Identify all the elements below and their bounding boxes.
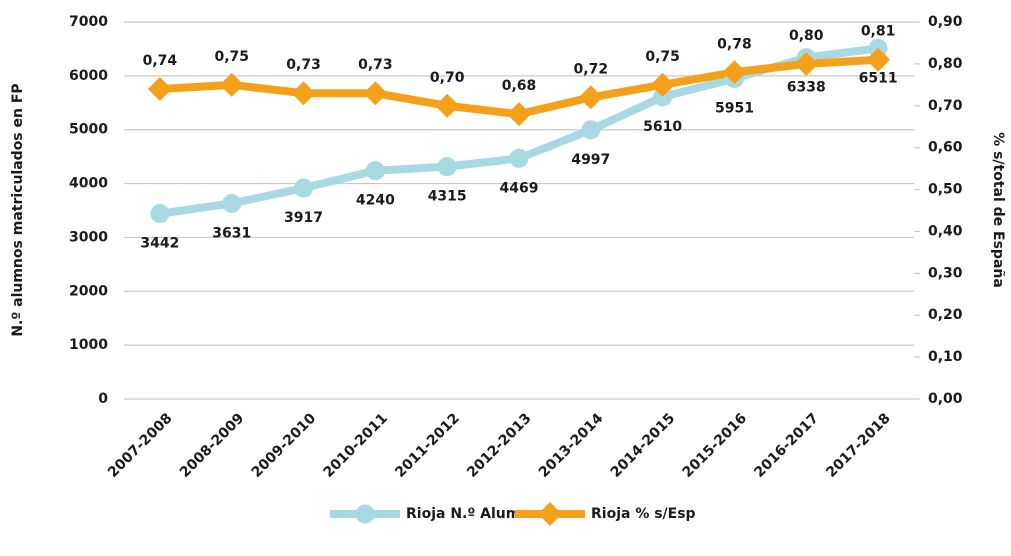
data-label: 6511: [859, 70, 898, 86]
data-point: [866, 47, 891, 72]
data-label: 0,70: [430, 70, 465, 86]
data-point: [294, 178, 314, 198]
data-label: 0,74: [143, 53, 178, 69]
y-tick-label: 6000: [69, 68, 108, 84]
y-tick-label: 2000: [69, 283, 108, 299]
legend-marker: [355, 504, 375, 524]
y-tick-label: 3000: [69, 229, 108, 245]
data-label: 5610: [643, 119, 682, 135]
data-point: [147, 77, 172, 102]
legend-label: Rioja % s/Esp: [591, 506, 696, 522]
y-tick-label: 5000: [69, 122, 108, 138]
data-point: [507, 102, 531, 127]
data-label: 4997: [571, 152, 610, 168]
x-tick-label: 2014-2015: [608, 410, 679, 481]
y2-tick-label: 0,40: [928, 223, 963, 239]
data-label: 0,81: [861, 24, 896, 40]
x-tick-label: 2012-2013: [464, 410, 535, 481]
x-tick-label: 2017-2018: [823, 410, 894, 481]
data-point: [722, 60, 747, 85]
y-tick-label: 7000: [69, 14, 108, 30]
data-point: [653, 87, 673, 107]
data-point: [509, 148, 529, 168]
legend-label: Rioja N.º Alumnos: [406, 506, 548, 522]
y2-tick-label: 0,60: [928, 140, 963, 156]
data-label: 3917: [284, 210, 323, 226]
data-label: 5951: [715, 100, 754, 116]
y-tick-label: 1000: [69, 337, 108, 353]
y2-axis-title: % s/total de España: [990, 132, 1006, 288]
data-point: [435, 93, 460, 118]
y2-tick-label: 0,70: [928, 98, 963, 114]
data-point: [363, 81, 388, 106]
y2-tick-label: 0,90: [928, 14, 963, 30]
x-tick-label: 2011-2012: [392, 410, 463, 481]
legend-marker: [538, 502, 562, 526]
data-label: 6338: [787, 80, 826, 96]
x-tick-label: 2009-2010: [249, 410, 320, 481]
data-point: [219, 72, 244, 97]
x-tick-label: 2016-2017: [751, 410, 822, 481]
data-label: 4315: [428, 189, 467, 205]
data-point: [437, 157, 457, 177]
data-label: 4240: [356, 193, 395, 209]
data-label: 0,68: [502, 78, 537, 94]
data-point: [794, 51, 819, 76]
y2-tick-label: 0,80: [928, 56, 963, 72]
data-label: 0,80: [789, 28, 824, 44]
y2-tick-label: 0,00: [928, 391, 963, 407]
data-label: 0,73: [286, 57, 321, 73]
data-point: [581, 120, 601, 140]
y2-tick-label: 0,10: [928, 349, 963, 365]
data-point: [578, 85, 603, 110]
x-tick-label: 2008-2009: [177, 410, 248, 481]
data-point: [150, 204, 170, 224]
data-label: 0,72: [574, 61, 609, 77]
data-point: [365, 161, 385, 181]
data-point: [291, 81, 316, 106]
data-point: [222, 193, 242, 213]
y-tick-label: 0: [98, 391, 108, 407]
y-tick-label: 4000: [69, 176, 108, 192]
data-label: 3631: [212, 225, 251, 241]
x-tick-label: 2013-2014: [536, 410, 607, 481]
x-tick-label: 2007-2008: [105, 410, 176, 481]
data-point: [650, 72, 675, 97]
x-tick-label: 2010-2011: [320, 410, 391, 481]
data-label: 0,75: [645, 49, 680, 65]
y-axis-title: N.º alumnos matriculados en FP: [10, 83, 26, 336]
data-label: 0,75: [214, 49, 249, 65]
x-tick-label: 2015-2016: [680, 410, 751, 481]
y2-tick-label: 0,50: [928, 182, 963, 198]
y2-tick-label: 0,30: [928, 265, 963, 281]
data-label: 0,73: [358, 57, 393, 73]
data-label: 3442: [140, 236, 179, 252]
data-label: 0,78: [717, 36, 752, 52]
data-label: 4469: [500, 180, 539, 196]
y2-tick-label: 0,20: [928, 307, 963, 323]
